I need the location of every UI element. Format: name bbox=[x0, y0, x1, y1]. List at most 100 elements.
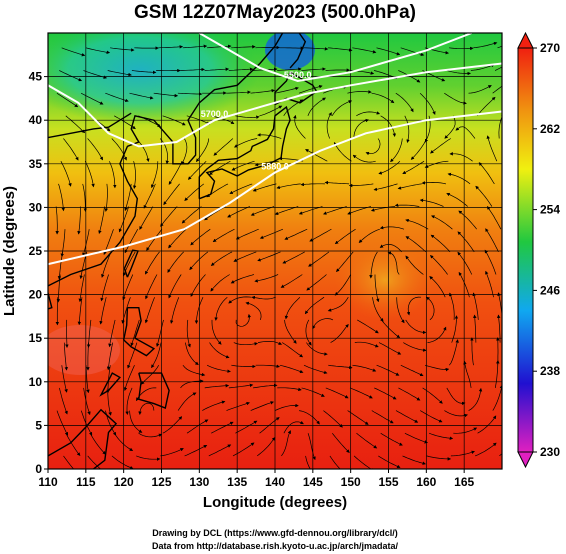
streamline bbox=[458, 210, 477, 230]
streamline bbox=[478, 162, 495, 185]
streamline bbox=[168, 228, 187, 249]
streamline bbox=[352, 364, 377, 372]
streamline bbox=[458, 271, 470, 298]
streamline bbox=[181, 138, 188, 165]
streamline bbox=[101, 251, 112, 278]
streamline bbox=[468, 85, 492, 94]
streamline bbox=[123, 365, 135, 391]
streamline bbox=[305, 319, 312, 346]
contour-line bbox=[48, 62, 502, 148]
streamline bbox=[59, 70, 83, 82]
streamline bbox=[348, 183, 374, 188]
streamline bbox=[206, 44, 232, 49]
streamline bbox=[63, 455, 75, 469]
streamline bbox=[449, 152, 473, 162]
streamline bbox=[410, 138, 427, 160]
streamline bbox=[372, 297, 384, 322]
streamline bbox=[334, 274, 352, 296]
x-tick-label: 115 bbox=[76, 475, 96, 489]
streamline bbox=[444, 92, 467, 105]
streamline bbox=[213, 138, 234, 156]
streamline bbox=[251, 295, 276, 300]
streamline bbox=[84, 161, 95, 188]
streamline bbox=[404, 432, 428, 444]
streamline bbox=[395, 92, 414, 113]
colorbar-tick-label: 238 bbox=[540, 364, 560, 378]
streamline bbox=[309, 228, 332, 242]
streamline bbox=[485, 270, 494, 298]
streamline bbox=[284, 296, 301, 320]
streamline bbox=[301, 67, 326, 71]
streamline bbox=[450, 450, 475, 457]
streamline bbox=[257, 340, 283, 345]
streamline bbox=[446, 70, 471, 76]
y-tick-label: 45 bbox=[29, 70, 43, 84]
colorbar-tick-label: 254 bbox=[540, 203, 560, 217]
streamline bbox=[167, 251, 184, 273]
streamline bbox=[376, 364, 400, 376]
colorbar-tick-label: 270 bbox=[540, 41, 560, 55]
streamline bbox=[109, 161, 117, 189]
streamline bbox=[378, 455, 401, 468]
streamline bbox=[235, 420, 258, 434]
streamline bbox=[253, 383, 278, 389]
streamline bbox=[426, 296, 435, 321]
streamline bbox=[281, 430, 291, 457]
streamline bbox=[424, 160, 449, 168]
streamline bbox=[190, 228, 211, 246]
streamline bbox=[211, 421, 234, 434]
streamline bbox=[235, 115, 260, 119]
streamline bbox=[159, 138, 170, 165]
streamline bbox=[170, 297, 180, 324]
streamline bbox=[497, 45, 502, 49]
streamline bbox=[160, 448, 184, 457]
colorbar-tick-label: 230 bbox=[540, 445, 560, 459]
streamline bbox=[324, 180, 350, 185]
streamline bbox=[470, 64, 495, 71]
x-tick-label: 150 bbox=[341, 475, 361, 489]
streamline bbox=[446, 387, 466, 406]
streamline bbox=[146, 228, 163, 251]
streamline bbox=[356, 432, 378, 449]
streamline bbox=[250, 401, 274, 411]
streamline bbox=[156, 319, 164, 347]
streamline bbox=[325, 68, 351, 72]
streamline bbox=[327, 47, 353, 52]
streamline bbox=[190, 274, 206, 297]
streamline bbox=[56, 92, 79, 108]
streamline bbox=[85, 47, 111, 55]
streamline bbox=[305, 149, 328, 162]
x-tick-label: 155 bbox=[378, 475, 398, 489]
streamline bbox=[370, 206, 396, 212]
streamline bbox=[485, 228, 499, 253]
streamline bbox=[168, 274, 182, 299]
streamline bbox=[139, 206, 154, 230]
streamline bbox=[208, 444, 232, 457]
streamline bbox=[228, 296, 252, 304]
contour-label: 5700.0 bbox=[201, 109, 229, 119]
streamline bbox=[426, 455, 452, 461]
streamline bbox=[228, 67, 254, 71]
streamline bbox=[226, 401, 250, 411]
streamline bbox=[477, 415, 497, 434]
streamline bbox=[457, 231, 475, 253]
y-tick-label: 25 bbox=[29, 244, 43, 258]
warm-spot bbox=[48, 325, 120, 375]
streamline bbox=[145, 251, 160, 275]
streamline bbox=[447, 172, 471, 185]
colorbar-tick-label: 262 bbox=[540, 122, 560, 136]
streamline bbox=[108, 319, 116, 348]
streamline bbox=[277, 67, 302, 71]
streamline bbox=[312, 318, 334, 330]
colorbar-tick-label: 246 bbox=[540, 283, 560, 297]
streamline bbox=[138, 402, 155, 415]
streamline bbox=[326, 112, 332, 139]
streamline bbox=[449, 292, 455, 320]
streamline bbox=[132, 161, 137, 189]
streamlines bbox=[55, 41, 502, 469]
coastline bbox=[48, 33, 284, 287]
streamline bbox=[357, 319, 379, 334]
streamline bbox=[60, 161, 72, 187]
x-axis-ticks: 110 115 120 125 130 135 140 145 150 155 160 165 bbox=[38, 469, 474, 489]
